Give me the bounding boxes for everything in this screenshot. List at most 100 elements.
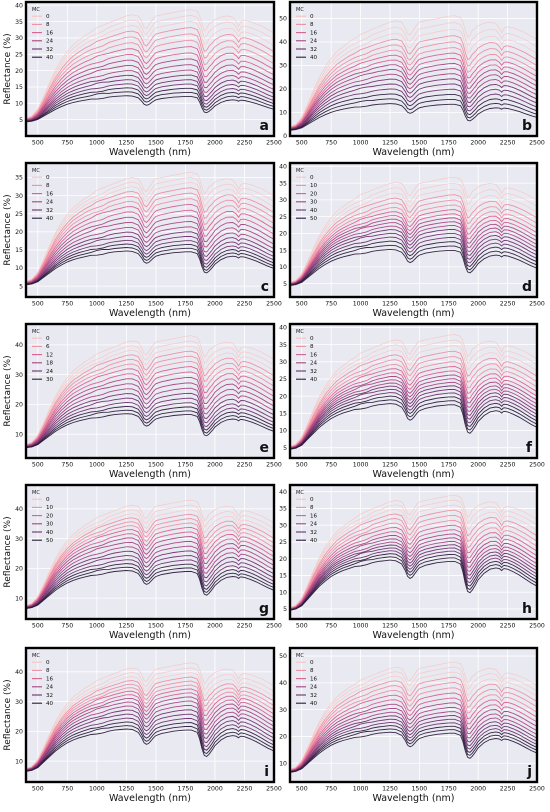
spectrum-line <box>26 239 274 285</box>
spectrum-line <box>290 559 537 611</box>
legend-entry: 12 <box>46 352 53 358</box>
panel-letter: i <box>264 764 269 780</box>
x-tick-label: 2500 <box>529 462 545 469</box>
tick-labels: 500 750 1000 1250 1500 1750 2000 2250 2500 10 20 30… <box>15 506 282 629</box>
spectrum-line <box>290 73 537 130</box>
x-tick-label: 2250 <box>500 301 516 308</box>
panel-letter: c <box>261 279 269 295</box>
spectrum-line <box>26 64 274 122</box>
spectrum-line <box>26 182 274 283</box>
legend-entry: 0 <box>310 497 314 503</box>
y-tick-label: 35 <box>15 19 23 26</box>
spectrum-line <box>26 177 274 283</box>
spectrum-line <box>26 688 274 771</box>
panel-frame <box>24 483 276 621</box>
tick-labels: 500 750 1000 1250 1500 1750 2000 2250 2500 5 10 15 2… <box>15 175 282 308</box>
series-lines <box>290 334 537 450</box>
legend-entry: 0 <box>310 175 314 181</box>
y-tick-label: 40 <box>279 164 287 171</box>
x-tick-label: 1500 <box>412 623 428 630</box>
legend-title: MC <box>32 7 40 13</box>
spectrum-line <box>26 345 274 446</box>
x-tick-label: 2250 <box>237 140 253 147</box>
legend-entry: 20 <box>46 513 54 519</box>
x-tick-label: 1500 <box>148 786 164 793</box>
spectrum-line <box>26 387 274 448</box>
y-tick-label: 40 <box>279 489 287 496</box>
plot-area <box>290 648 537 782</box>
legend-entry: 24 <box>310 522 318 528</box>
spectrum-line <box>26 392 274 448</box>
legend: MC 0 10 20 30 40 50 <box>296 168 318 222</box>
spectrum-line <box>290 188 537 284</box>
spectrum-line <box>26 250 274 286</box>
x-tick-label: 1250 <box>119 301 135 308</box>
x-tick-label: 2000 <box>207 786 223 793</box>
legend-entry: 0 <box>46 14 50 20</box>
spectrum-line <box>290 83 537 130</box>
series-lines <box>290 176 537 286</box>
y-tick-label: 20 <box>279 86 287 93</box>
x-tick-label: 1000 <box>353 623 369 630</box>
x-tick-label: 2250 <box>500 786 516 793</box>
legend-entry: 30 <box>46 377 54 383</box>
legend-title: MC <box>296 653 304 659</box>
panel-i: MC 0 8 16 24 32 40 500 750 1000 1250 1500 1750 2000 22… <box>3 646 282 804</box>
series-lines <box>290 661 537 773</box>
legend-entry: 24 <box>46 369 54 375</box>
x-tick-label: 2000 <box>470 786 486 793</box>
panel-frame <box>288 483 539 621</box>
x-tick-label: 2250 <box>500 623 516 630</box>
legend-entry: 16 <box>46 30 54 36</box>
legend-entry: 24 <box>46 685 54 691</box>
panel-e: MC 0 6 12 18 24 30 500 750 1000 1250 1500 1750 2000 22… <box>3 322 282 480</box>
spectrum-line <box>26 526 274 608</box>
x-tick-label: 500 <box>32 786 44 793</box>
spectrum-line <box>26 540 274 608</box>
series-lines <box>26 662 274 772</box>
y-tick-label: 5 <box>283 445 287 452</box>
panel-letter: h <box>522 601 532 617</box>
spectrum-line <box>26 91 274 123</box>
legend-entry: 0 <box>310 336 314 342</box>
y-tick-label: 20 <box>15 68 23 75</box>
spectrum-line <box>290 236 537 286</box>
spectrum-line <box>290 350 537 448</box>
spectrum-line <box>26 83 274 122</box>
legend-entry: 24 <box>46 200 54 206</box>
tick-labels: 500 750 1000 1250 1500 1750 2000 2250 2500 5 10 15 2… <box>15 2 282 146</box>
panel-a: MC 0 8 16 24 32 40 500 750 1000 1250 1500 1750 2000 22… <box>3 0 282 158</box>
tick-labels: 500 750 1000 1250 1500 1750 2000 2250 2500 5 10 15 2… <box>279 489 545 630</box>
spectrum-line <box>290 661 537 770</box>
spectrum-line <box>26 350 274 446</box>
panel-letter: a <box>260 118 269 134</box>
x-tick-label: 2000 <box>470 301 486 308</box>
spectrum-line <box>26 700 274 771</box>
x-tick-label: 750 <box>61 301 73 308</box>
spectrum-line <box>290 213 537 285</box>
y-tick-label: 30 <box>279 63 287 70</box>
legend-entry: 10 <box>46 505 54 511</box>
y-axis-label: Reflectance (%) <box>3 33 13 104</box>
spectrum-line <box>290 692 537 772</box>
legend-entry: 0 <box>46 175 50 181</box>
legend-entry: 8 <box>310 668 314 674</box>
spectrum-line <box>26 566 274 609</box>
y-tick-label: 40 <box>15 669 23 676</box>
spectrum-line <box>290 556 537 611</box>
x-tick-label: 1750 <box>441 462 457 469</box>
x-tick-label: 2250 <box>237 462 253 469</box>
x-tick-label: 2250 <box>237 301 253 308</box>
panel-d: MC 0 10 20 30 40 50 500 750 1000 1250 1500 1750 2000 2… <box>279 161 545 319</box>
spectrum-line <box>26 709 274 772</box>
panel-frame <box>24 646 276 784</box>
panel-letter: g <box>259 601 269 617</box>
spectrum-line <box>26 171 274 282</box>
spectrum-line <box>26 215 274 284</box>
y-tick-label: 40 <box>15 342 23 349</box>
spectrum-line <box>290 388 537 450</box>
spectrum-line <box>26 397 274 448</box>
spectrum-line <box>290 63 537 130</box>
spectrum-line <box>26 376 274 447</box>
